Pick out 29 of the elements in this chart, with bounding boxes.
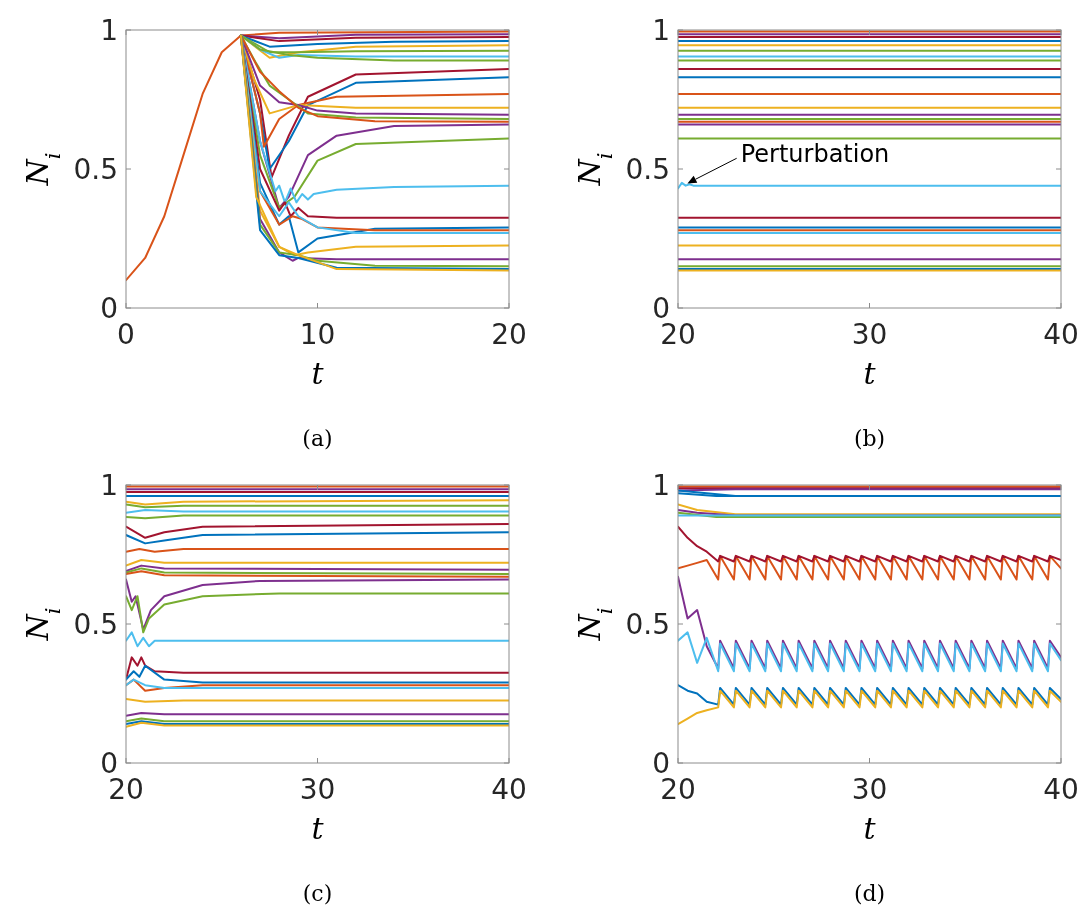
y-tick-label: 0.5 (73, 607, 118, 641)
x-axis-title: t (311, 356, 325, 391)
x-tick-label: 30 (851, 318, 888, 351)
y-tick-label: 0.5 (625, 152, 670, 186)
y-tick-label: 0.5 (625, 607, 670, 641)
y-tick-label: 1 (652, 468, 670, 502)
y-tick-label: 1 (100, 468, 118, 502)
text: (b) (853, 426, 886, 451)
text: (a) (302, 426, 333, 451)
x-tick-label: 40 (1043, 318, 1077, 351)
x-axis-title: t (311, 811, 325, 846)
x-axis-title: t (863, 356, 877, 391)
y-tick-label: 0 (100, 291, 118, 325)
annotation: Perturbation (740, 140, 890, 169)
text: (c) (302, 881, 333, 906)
x-tick-label: 20 (660, 318, 696, 351)
x-tick-label: 30 (299, 773, 336, 806)
y-tick-label: 1 (652, 13, 670, 47)
x-tick-label: 40 (1043, 773, 1077, 806)
x-tick-label: 20 (491, 318, 527, 351)
text: (d) (853, 881, 886, 906)
x-tick-label: 40 (491, 773, 527, 806)
y-tick-label: 0.5 (73, 152, 118, 186)
x-tick-label: 10 (299, 318, 336, 351)
x-tick-label: 20 (108, 773, 144, 806)
x-tick-label: 20 (660, 773, 696, 806)
x-tick-label: 30 (851, 773, 888, 806)
y-tick-label: 1 (100, 13, 118, 47)
x-axis-title: t (863, 811, 877, 846)
